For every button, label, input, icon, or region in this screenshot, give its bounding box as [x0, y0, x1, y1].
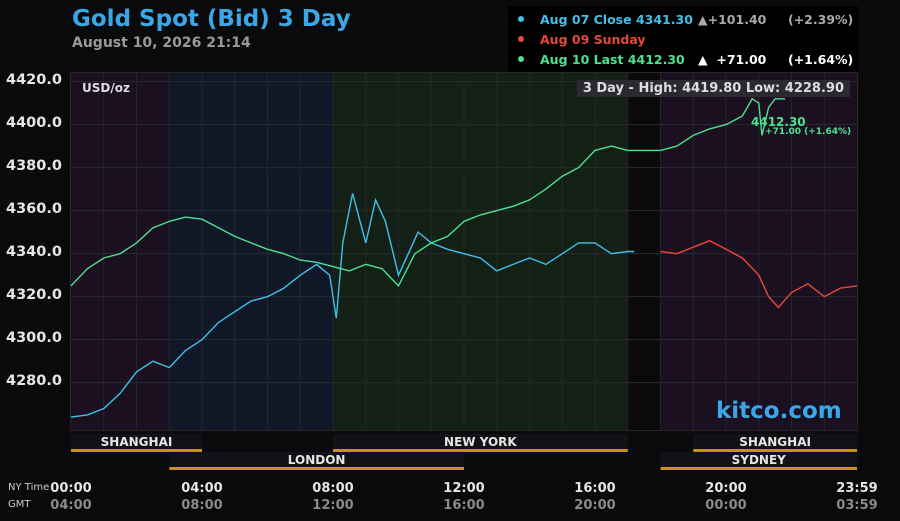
y-tick-label: 4420.0: [6, 71, 62, 88]
x-tick-label-gmt: 12:00: [312, 498, 354, 513]
high-low-readout: 3 Day - High: 4419.80 Low: 4228.90: [576, 80, 850, 97]
market-session-bottom: [660, 452, 857, 469]
x-tick-label-gmt: 08:00: [181, 498, 223, 513]
y-tick-label: 4320.0: [6, 286, 62, 303]
x-tick-label-gmt: 04:00: [50, 498, 92, 513]
series-line: [70, 193, 635, 418]
x-tick-label-ny: 04:00: [181, 481, 223, 496]
x-tick-label-ny: 08:00: [312, 481, 354, 496]
market-sessions: [71, 434, 857, 470]
y-tick-label: 4300.0: [6, 329, 62, 346]
tz-ny-label: NY Time: [8, 482, 50, 493]
legend-label: Aug 09 Sunday: [540, 32, 646, 47]
market-session-bar: [71, 449, 202, 452]
legend-price: 4341.30: [635, 12, 693, 27]
market-label: NEW YORK: [444, 435, 517, 449]
x-tick-label-gmt: 20:00: [574, 498, 616, 513]
y-tick-label: 4400.0: [6, 114, 62, 131]
market-session-bar: [660, 467, 857, 470]
x-tick-label-gmt: 03:59: [836, 498, 878, 513]
legend-pct: (+1.64%): [788, 52, 854, 67]
x-tick-label-gmt: 16:00: [443, 498, 485, 513]
legend-label: Aug 10 Last: [540, 52, 624, 67]
legend-price: 4412.30: [627, 52, 685, 67]
legend-arrow: ▲: [698, 52, 708, 67]
market-label: SHANGHAI: [100, 435, 173, 449]
series-line: [70, 97, 785, 288]
chart-title: Gold Spot (Bid) 3 Day: [72, 6, 351, 32]
market-session-top: [71, 434, 202, 451]
market-session-bottom: [169, 452, 464, 469]
market-label: SHANGHAI: [739, 435, 811, 449]
legend-dot: [518, 16, 524, 22]
market-label: SYDNEY: [731, 453, 786, 467]
market-session-bar: [333, 449, 628, 452]
market-session-top: [333, 434, 628, 451]
last-change-label: +71.00 (+1.64%): [765, 127, 852, 137]
last-price-label: 4412.30: [751, 115, 806, 129]
market-session-bar: [693, 449, 857, 452]
x-tick-label-gmt: 00:00: [705, 498, 747, 513]
session-band: [169, 73, 333, 430]
price-lines: [70, 97, 858, 418]
x-tick-label-ny: 23:59: [836, 481, 878, 496]
unit-label: USD/oz: [82, 81, 130, 95]
legend-pct: (+2.39%): [788, 12, 854, 27]
y-tick-label: 4340.0: [6, 243, 62, 260]
x-tick-label-ny: 12:00: [443, 481, 485, 496]
legend-arrow: ▲: [698, 12, 708, 27]
x-tick-label-ny: 16:00: [574, 481, 616, 496]
session-band: [71, 73, 170, 430]
y-tick-label: 4380.0: [6, 157, 62, 174]
session-band: [333, 73, 628, 430]
legend-label: Aug 07 Close: [540, 12, 632, 27]
market-session-bar: [169, 467, 464, 470]
y-tick-label: 4280.0: [6, 372, 62, 389]
market-session-top: [693, 434, 857, 451]
legend-dot: [518, 36, 524, 42]
kitco-logo[interactable]: kitco.com: [716, 398, 842, 424]
x-tick-label-ny: 20:00: [705, 481, 747, 496]
y-tick-label: 4360.0: [6, 200, 62, 217]
legend-dot: [518, 56, 524, 62]
tz-gmt-label: GMT: [8, 499, 31, 510]
legend-change: +101.40: [707, 12, 767, 27]
legend-change: +71.00: [716, 52, 767, 67]
series-line: [660, 239, 858, 309]
x-tick-label-ny: 00:00: [50, 481, 92, 496]
chart-timestamp: August 10, 2026 21:14: [72, 35, 251, 51]
chart-legend: Aug 07 Close 4341.30 ▲+101.40 (+2.39%) A…: [508, 6, 858, 72]
market-label: LONDON: [287, 453, 346, 467]
